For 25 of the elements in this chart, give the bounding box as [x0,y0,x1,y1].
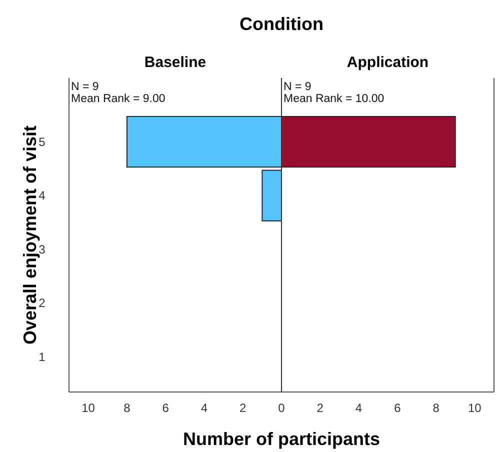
x-tick-label: 10 [468,401,482,415]
y-axis-title: Overall enjoyment of visit [20,125,40,345]
x-tick-label: 6 [394,401,402,415]
chart-title: Baseline [144,54,206,71]
x-tick-label: 4 [200,401,208,415]
y-tick-label: 4 [38,188,46,203]
x-tick-label: 8 [432,401,440,415]
x-tick-label: 8 [124,401,131,415]
chart-subtitle: Condition [240,14,324,34]
x-axis-title: Number of participants [182,429,380,449]
y-tick-label: 3 [38,242,46,256]
x-tick-label: 10 [82,401,96,415]
annotation: Mean Rank = 9.00 [71,93,166,105]
y-tick-label: 1 [38,350,46,364]
x-tick-label: 4 [355,401,362,415]
y-tick-label: 2 [38,296,46,310]
annotation: N = 9 [284,81,312,93]
chart-title: Application [346,54,429,71]
annotation: N = 9 [71,81,99,93]
x-tick-label: 6 [162,401,170,415]
x-tick-label: 2 [240,401,247,415]
y-tick-label: 5 [38,134,46,149]
x-tick-label: 2 [316,401,324,415]
annotation: Mean Rank = 10.00 [284,93,384,105]
x-tick-label: 0 [278,401,286,415]
